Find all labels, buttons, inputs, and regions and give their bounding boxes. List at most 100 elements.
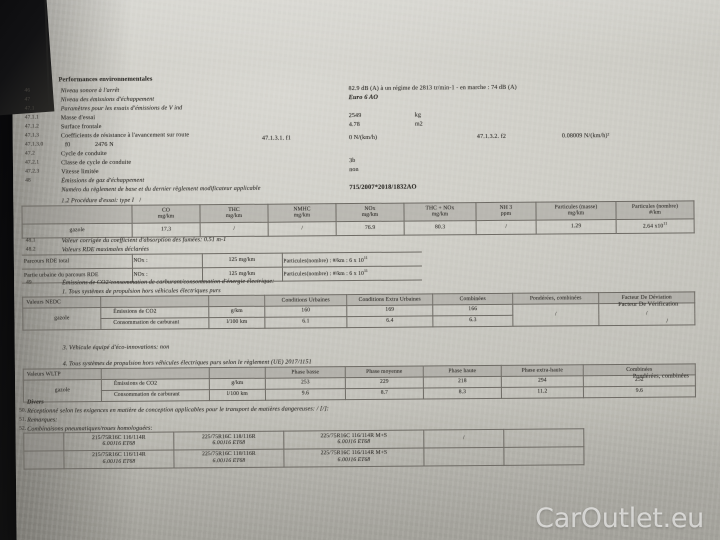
tyre-cell-2-5	[503, 446, 585, 466]
nedc-co2-urban: 160	[264, 305, 347, 318]
rde-pn-urban: Particules(nombre) : #/km : 6 x 1011	[281, 265, 423, 281]
unit-frontal-area: m2	[414, 121, 423, 128]
value-test-mass: 2549	[348, 112, 362, 120]
section-title: Performances environnementales	[58, 75, 153, 84]
note-text-48-1: Valeur corrigée du coefficient d'absorpt…	[61, 237, 227, 245]
tyre-cell-2-4	[423, 447, 505, 466]
emissions-header-nox: NOx mg/km	[335, 203, 405, 222]
eco-innovation-line: 3. Véhicule équipé d'éco-innovations: no…	[62, 344, 170, 352]
wltp-header-blank-2	[209, 367, 266, 379]
value-f2: 0.08009 N/(km/h)²	[561, 133, 610, 140]
row-num-47-1-3-0: 47.1.3.0	[24, 141, 44, 148]
row-num-47: 47	[24, 96, 31, 103]
tyre-cell-1-3: 225/75R16C 116/114R M+S 6.00J16 ET68	[283, 429, 424, 450]
tyre-cell-1-1: 215/75R16C 116/114R 6.00J16 ET68	[63, 431, 174, 451]
nedc-header-extra-urban: Conditions Extra Urbaines	[346, 293, 433, 306]
emissions-header-nh3: NH 3 ppm	[475, 202, 537, 221]
co2-section-title: Émissions de CO2/consommation de carbura…	[62, 278, 275, 287]
emissions-thcnox-value: 80.3	[404, 220, 477, 235]
rde-pn-total: Particules(nombre) : #/km : 6 x 1011	[281, 251, 422, 267]
note-num-48-2: 48.2	[25, 246, 36, 253]
wltp-corner-label: Valeurs WLTP	[23, 368, 102, 381]
row-label-48: Émissions de gaz d'échappement	[61, 177, 145, 185]
row-label-46: Niveau sonore à l'arrêt	[60, 87, 120, 95]
divers-num-51: 51.	[19, 416, 27, 423]
divers-line-50: Réceptionné selon les exigences en matiè…	[27, 406, 329, 415]
unit-test-mass: kg	[414, 112, 422, 119]
wltp-fuel-low: 9.6	[265, 388, 346, 401]
tyre-cell-1-4: /	[423, 429, 504, 448]
nedc-label-co2: Émissions de CO2	[100, 306, 209, 319]
nedc-table-wrapper: Valeurs NEDC Conditions Urbaines Conditi…	[22, 291, 695, 331]
wltp-fuel-high: 8.3	[423, 387, 502, 399]
nedc-header-weighted: Pondérées, combinées	[512, 292, 599, 305]
nedc-co2-combined: 166	[432, 304, 513, 316]
row-label-47-1-1: Masse d'essai	[60, 115, 96, 122]
nedc-fuel-extra-urban: 6.4	[346, 315, 433, 328]
wltp-header-high: Phase haute	[423, 365, 502, 377]
wltp-co2-medium: 229	[345, 376, 424, 389]
value-cycle-class: 3b	[349, 158, 356, 165]
row-value-f0: 2476 N	[94, 141, 114, 149]
rde-label-total: Parcours RDE total	[21, 254, 132, 269]
divers-line-51: Remarques:	[27, 417, 58, 424]
nedc-header-blank-1	[100, 295, 209, 308]
nedc-unit-co2: g/km	[208, 306, 265, 318]
nedc-co2-weighted: /	[512, 303, 599, 327]
row-label-47-2-3: Vitesse limitée	[61, 169, 99, 176]
row-num-47-2-1: 47.2.1	[25, 159, 40, 166]
label-f1: 47.1.3.1. f1	[261, 135, 292, 142]
tyre-cell-1-5	[503, 428, 584, 448]
nedc-corner-label: Valeurs NEDC	[22, 296, 101, 309]
tyre-cell-1-2: 225/75R16C 118/116R 6.00J16 ET68	[173, 431, 284, 450]
emissions-header-pn: Particules (nombre) #/km	[615, 200, 695, 220]
row-num-47-1-2: 47.1.2	[24, 123, 39, 130]
document-content: Performances environnementales 46 Niveau…	[16, 71, 699, 476]
tyre-table: 215/75R16C 116/114R 6.00J16 ET68 225/75R1…	[23, 428, 585, 470]
nedc-fuel-cell: gazole	[22, 307, 101, 331]
wltp-co2-extra-high: 294	[501, 375, 584, 388]
wltp-label-co2: Émissions de CO2	[101, 378, 210, 391]
wltp-table: Valeurs WLTP Phase basse Phase moyenne P…	[23, 363, 696, 403]
paper-highlight-top	[11, 0, 720, 66]
row-label-47-1: Paramètres pour les essais d'émissions d…	[60, 105, 183, 113]
emissions-header-nmhc: NMHC mg/km	[267, 203, 337, 223]
wltp-co2-high: 218	[423, 376, 502, 388]
tyre-row-1-index	[23, 432, 64, 452]
value-noise-level: 82.9 dB (A) à un régime de 2813 tr/min-1…	[348, 84, 517, 93]
tyre-row-2: 215/75R16C 116/114R 6.00J16 ET68 225/75R1…	[23, 446, 585, 470]
rde-nox-value-total: 125 mg/km	[201, 253, 282, 268]
emissions-nh3-value: /	[476, 220, 537, 235]
wltp-header-low: Phase basse	[265, 366, 346, 379]
wltp-unit-fuel: l/100 km	[209, 389, 266, 401]
wltp-fuel-medium: 8.7	[345, 387, 424, 400]
watermark-caroutlet: CarOutlet.eu	[535, 503, 704, 534]
row-label-47: Niveau des émissions d'échappement	[60, 96, 155, 104]
emissions-co-value: 17.3	[132, 222, 201, 238]
emissions-header-thc: THC mg/km	[199, 204, 269, 223]
row-num-48: 48	[25, 177, 31, 184]
emissions-header-pm: Particules (masse) mg/km	[535, 201, 617, 221]
tyre-table-wrapper: 215/75R16C 116/114R 6.00J16 ET68 225/75R1…	[23, 428, 585, 470]
emissions-table: CO mg/km THC mg/km NMHC mg/km NOx mg/km THC …	[21, 200, 695, 238]
value-speed-limited: non	[349, 166, 359, 174]
nedc-header-verification: Facteur De Vérification	[618, 301, 679, 308]
wltp-co2-low: 253	[265, 377, 346, 390]
row-label-47-1-3: Coefficients de résistance à l'avancemen…	[60, 132, 190, 140]
nedc-unit-fuel: l/100 km	[208, 317, 265, 329]
rde-nox-key-total: NOx :	[131, 253, 202, 269]
emissions-pm-value: 1.29	[536, 219, 617, 234]
emissions-nox-value: 76.9	[336, 221, 405, 236]
emissions-header-co: CO mg/km	[131, 204, 201, 224]
nedc-header-blank-2	[208, 295, 265, 307]
emissions-fuel-cell: gazole	[22, 223, 133, 238]
row-num-47-1: 47.1	[24, 105, 35, 112]
nedc-header-urban: Conditions Urbaines	[264, 294, 347, 307]
wltp-header-weighted: Pondérées, combinées	[632, 373, 689, 380]
tyre-cell-2-1: 215/75R16C 116/114R 6.00J16 ET68	[63, 449, 175, 469]
co2-section-num: 49	[26, 279, 32, 286]
wltp-header-medium: Phase moyenne	[345, 365, 424, 378]
row-num-47-1-1: 47.1.1	[24, 114, 39, 121]
nedc-label-fuel: Consommation de carburant	[100, 317, 209, 330]
emissions-table-wrapper: CO mg/km THC mg/km NMHC mg/km NOx mg/km THC …	[21, 200, 695, 238]
